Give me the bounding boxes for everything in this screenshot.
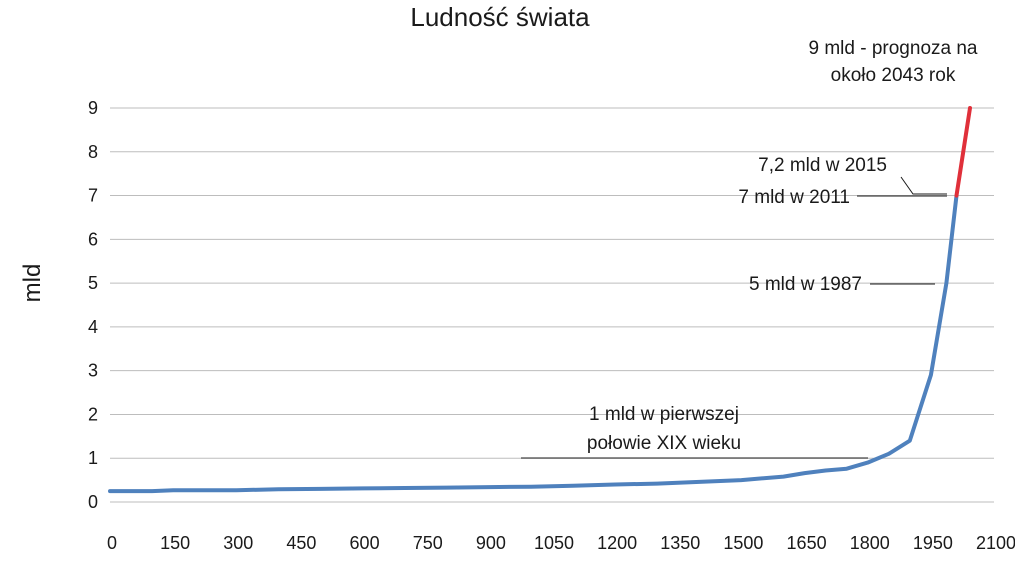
x-tick-label-900: 900 bbox=[476, 533, 506, 553]
x-tick-label-1500: 1500 bbox=[723, 533, 763, 553]
y-tick-label-7: 7 bbox=[88, 186, 98, 206]
x-tick-label-0: 0 bbox=[107, 533, 117, 553]
y-axis-ticks: 0 1 2 3 4 5 6 7 8 9 bbox=[88, 98, 98, 512]
annotation-5-line-2: połowie XIX wieku bbox=[587, 433, 741, 454]
series-line-1 bbox=[108, 193, 959, 494]
x-axis-ticks: 0 150 300 450 600 750 900 1050 1200 1350 1500 1650 1… bbox=[107, 533, 1015, 553]
x-tick-label-1950: 1950 bbox=[913, 533, 953, 553]
chart-title: Ludność świata bbox=[410, 2, 590, 32]
annotation-3-line-1: 7 mld w 2011 bbox=[738, 187, 850, 208]
series-line-2 bbox=[954, 106, 972, 198]
annotation-5: 1 mld w pierwszej połowie XIX wieku bbox=[587, 404, 741, 454]
annotation-4: 5 mld w 1987 bbox=[749, 274, 862, 295]
x-tick-label-600: 600 bbox=[350, 533, 380, 553]
x-tick-label-1800: 1800 bbox=[850, 533, 890, 553]
annotations: 9 mld - prognoza na około 2043 rok 7,2 mld… bbox=[521, 38, 978, 459]
annotation-4-line-1: 5 mld w 1987 bbox=[749, 274, 862, 295]
y-tick-label-9: 9 bbox=[88, 98, 98, 118]
x-tick-label-2100: 2100 bbox=[976, 533, 1015, 553]
annotation-1: 9 mld - prognoza na około 2043 rok bbox=[809, 38, 978, 86]
y-tick-label-3: 3 bbox=[88, 361, 98, 381]
grid-lines bbox=[110, 107, 994, 503]
x-tick-label-1050: 1050 bbox=[534, 533, 574, 553]
y-tick-label-4: 4 bbox=[88, 317, 98, 337]
x-tick-label-750: 750 bbox=[413, 533, 443, 553]
annotation-5-line-1: 1 mld w pierwszej bbox=[589, 404, 739, 425]
y-tick-label-5: 5 bbox=[88, 273, 98, 293]
y-tick-label-0: 0 bbox=[88, 492, 98, 512]
series-lines bbox=[108, 106, 972, 494]
annotation-1-line-1: 9 mld - prognoza na bbox=[809, 38, 978, 59]
y-tick-label-8: 8 bbox=[88, 142, 98, 162]
x-tick-label-1650: 1650 bbox=[787, 533, 827, 553]
annotation-3: 7 mld w 2011 bbox=[738, 187, 850, 208]
y-axis-title: mld bbox=[19, 264, 46, 303]
x-tick-label-450: 450 bbox=[286, 533, 316, 553]
annotation-1-line-2: około 2043 rok bbox=[831, 65, 956, 86]
y-tick-label-1: 1 bbox=[88, 448, 98, 468]
x-tick-label-300: 300 bbox=[223, 533, 253, 553]
annotation-2: 7,2 mld w 2015 bbox=[758, 155, 887, 176]
x-tick-label-150: 150 bbox=[160, 533, 190, 553]
x-tick-label-1350: 1350 bbox=[660, 533, 700, 553]
annotation-leader-2 bbox=[900, 176, 947, 195]
y-tick-label-2: 2 bbox=[88, 404, 98, 424]
x-tick-label-1200: 1200 bbox=[597, 533, 637, 553]
annotation-2-line-1: 7,2 mld w 2015 bbox=[758, 155, 887, 176]
y-tick-label-6: 6 bbox=[88, 229, 98, 249]
